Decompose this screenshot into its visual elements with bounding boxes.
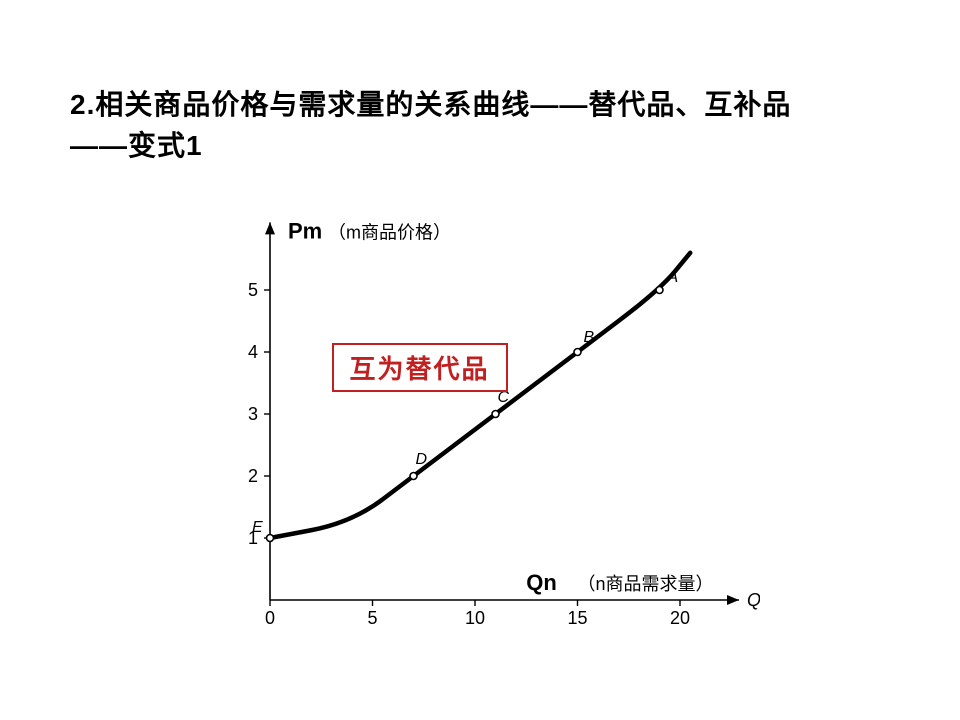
svg-text:10: 10 [465,608,485,628]
svg-text:0: 0 [265,608,275,628]
svg-text:（n商品需求量）: （n商品需求量） [578,574,714,594]
slide-title: 2.相关商品价格与需求量的关系曲线——替代品、互补品 ——变式1 [70,85,890,166]
slide-page: 2.相关商品价格与需求量的关系曲线——替代品、互补品 ——变式1 1234505… [0,0,960,720]
svg-text:5: 5 [248,280,258,300]
annotation-box-substitutes: 互为替代品 [332,343,508,392]
svg-text:Pm: Pm [288,218,322,243]
svg-text:Q: Q [747,590,760,610]
svg-text:20: 20 [670,608,690,628]
title-line-1: 2.相关商品价格与需求量的关系曲线——替代品、互补品 [70,89,791,120]
svg-text:4: 4 [248,342,258,362]
svg-text:2: 2 [248,466,258,486]
svg-text:Qn: Qn [526,570,557,595]
chart-figure: 1234505101520Pm（m商品价格）Qn（n商品需求量）QEDCBA 互… [200,200,760,670]
svg-text:（m商品价格）: （m商品价格） [328,222,451,242]
svg-text:E: E [252,519,263,536]
svg-text:5: 5 [367,608,377,628]
title-line-2: ——变式1 [70,130,203,161]
svg-text:A: A [667,269,679,286]
svg-text:D: D [416,451,428,468]
svg-text:15: 15 [567,608,587,628]
chart-svg: 1234505101520Pm（m商品价格）Qn（n商品需求量）QEDCBA [200,200,760,660]
svg-text:B: B [584,329,595,346]
svg-text:3: 3 [248,404,258,424]
